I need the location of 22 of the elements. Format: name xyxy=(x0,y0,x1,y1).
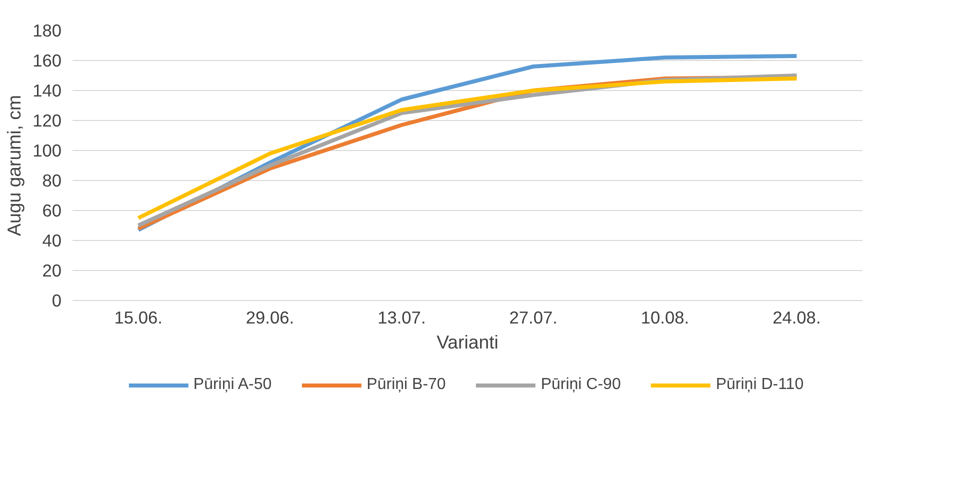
x-tick-label: 24.08. xyxy=(772,308,821,328)
x-tick-label: 10.08. xyxy=(640,308,690,328)
x-tick-label: 27.07. xyxy=(509,308,558,328)
x-axis-title: Varianti xyxy=(436,332,498,352)
y-tick-label: 140 xyxy=(32,80,62,100)
y-axis-title: Augu garumi, cm xyxy=(4,94,25,236)
y-tick-label: 180 xyxy=(32,20,62,40)
legend-label: Pūriņi B-70 xyxy=(366,376,446,394)
y-tick-label: 0 xyxy=(52,290,62,310)
y-tick-label: 40 xyxy=(42,230,62,250)
y-tick-label: 100 xyxy=(32,140,62,160)
x-tick-label: 13.07. xyxy=(378,308,426,328)
y-tick-label: 80 xyxy=(42,170,62,190)
y-tick-label: 120 xyxy=(32,110,62,130)
legend-label: Pūriņi C-90 xyxy=(540,376,621,394)
legend-label: Pūriņi D-110 xyxy=(716,376,804,394)
y-tick-label: 160 xyxy=(32,50,62,70)
legend-label: Pūriņi A-50 xyxy=(193,376,272,394)
x-tick-label: 29.06. xyxy=(246,308,294,328)
y-tick-label: 60 xyxy=(42,200,62,220)
x-tick-label: 15.06. xyxy=(114,308,162,328)
y-tick-label: 20 xyxy=(42,260,62,280)
